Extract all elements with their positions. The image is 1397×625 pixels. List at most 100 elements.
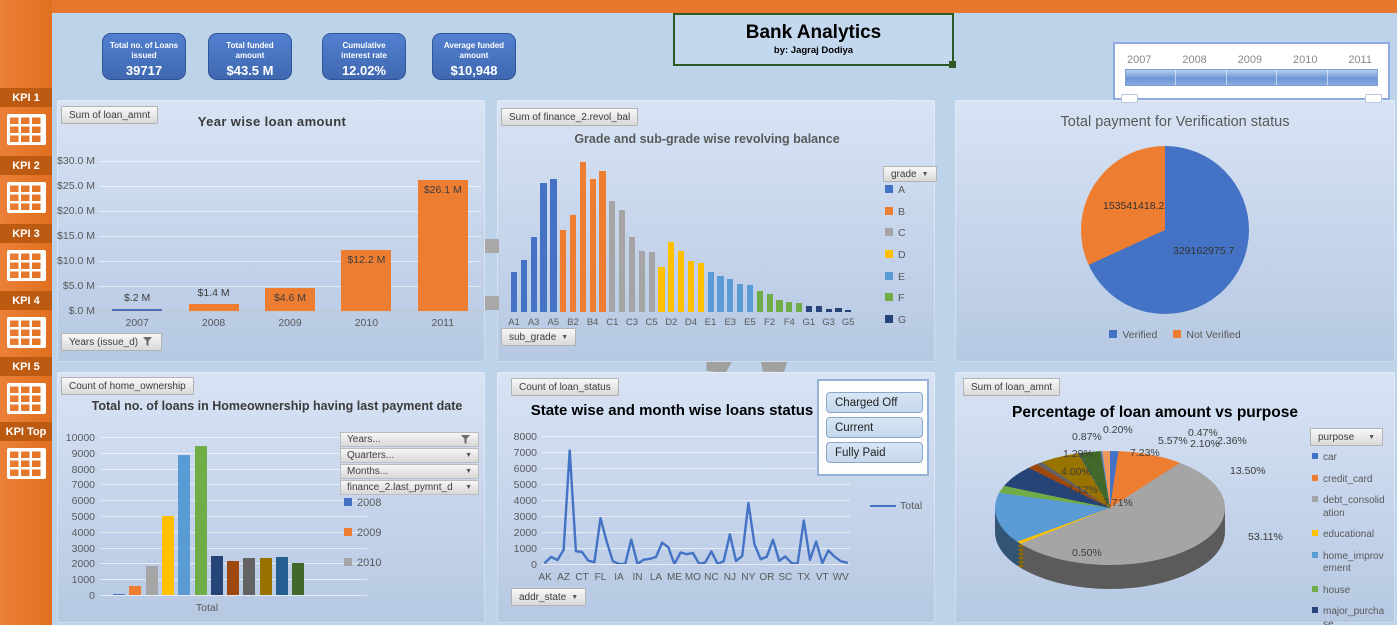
bar-A3[interactable] <box>530 237 537 312</box>
sidebar-item-kpi-5[interactable]: KPI 5 <box>0 357 52 414</box>
bar-D4[interactable] <box>687 261 695 312</box>
bar-F1[interactable] <box>756 291 763 312</box>
bar-B5[interactable] <box>599 171 606 312</box>
bar-C3[interactable] <box>628 237 636 312</box>
purpose-pie[interactable] <box>995 451 1225 565</box>
legend-item-2009[interactable]: 2009 <box>344 527 381 541</box>
sidebar-item-kpi-3[interactable]: KPI 3 <box>0 224 52 281</box>
sidebar-item-kpi-2[interactable]: KPI 2 <box>0 156 52 213</box>
timeline-segment[interactable] <box>1277 70 1328 85</box>
bar-B2[interactable] <box>569 214 577 312</box>
chart-resize-handle[interactable] <box>485 296 499 310</box>
bar-C4[interactable] <box>638 250 645 312</box>
legend-item-car[interactable]: car <box>1312 452 1388 465</box>
chart-resize-handle[interactable] <box>485 239 499 253</box>
filter-row-years-[interactable]: Years... <box>340 432 479 447</box>
legend-item-grade-D[interactable]: D <box>885 249 906 262</box>
kpi-card[interactable]: Total no. of Loans issued 39717 <box>102 33 186 80</box>
timeline-slicer[interactable]: 2007 2008 2009 2010 2011 <box>1113 42 1390 103</box>
bar-series-2[interactable] <box>145 565 158 595</box>
legend-item-home_improvement[interactable]: home_improvement <box>1312 551 1388 576</box>
timeline-year[interactable]: 2007 <box>1127 54 1152 66</box>
years-filter-button[interactable]: Years (issue_d) <box>61 333 163 351</box>
bar-C5[interactable] <box>648 252 655 312</box>
field-button[interactable]: Sum of loan_amnt <box>61 106 159 124</box>
grade-legend-button[interactable]: grade ▼ <box>883 166 937 182</box>
bar-G1[interactable] <box>805 306 813 312</box>
bar-2008[interactable] <box>188 304 239 311</box>
bar-E5[interactable] <box>746 285 754 312</box>
bar-series-6[interactable] <box>210 556 223 595</box>
legend-item-not-verified[interactable]: Not Verified <box>1173 329 1241 342</box>
timeline-year[interactable]: 2010 <box>1292 54 1318 66</box>
bar-F2[interactable] <box>766 294 773 312</box>
timeline-year[interactable]: 2011 <box>1348 54 1372 66</box>
bar-G2[interactable] <box>815 306 822 312</box>
legend-item-grade-E[interactable]: E <box>885 271 906 284</box>
bar-2011[interactable] <box>417 180 468 311</box>
legend-item-credit_card[interactable]: credit_card <box>1312 474 1388 487</box>
timeline-segment[interactable] <box>1126 70 1177 85</box>
sidebar-item-kpi-1[interactable]: KPI 1 <box>0 88 52 145</box>
field-button[interactable]: Count of home_ownership <box>61 377 194 395</box>
bar-D2[interactable] <box>668 241 675 312</box>
cell-fill-handle[interactable] <box>949 61 956 68</box>
bar-F4[interactable] <box>786 301 793 312</box>
bar-E4[interactable] <box>737 283 744 312</box>
verification-pie[interactable] <box>1081 146 1249 314</box>
bar-series-1[interactable] <box>129 586 142 595</box>
subgrade-axis-button[interactable]: sub_grade ▼ <box>501 328 577 346</box>
bar-series-10[interactable] <box>276 557 288 595</box>
bar-E3[interactable] <box>727 279 734 312</box>
bar-2009[interactable] <box>265 288 315 311</box>
bar-A2[interactable] <box>520 259 528 312</box>
timeline-range-bar[interactable] <box>1125 69 1378 86</box>
legend-item-educational[interactable]: educational <box>1312 529 1388 542</box>
bar-E1[interactable] <box>707 271 714 312</box>
bar-B1[interactable] <box>560 229 567 312</box>
bar-2007[interactable] <box>112 309 163 311</box>
slicer-button-current[interactable]: Current <box>826 417 923 438</box>
legend-item-major_purchase[interactable]: major_purchase <box>1312 606 1388 625</box>
timeline-segment[interactable] <box>1227 70 1278 85</box>
field-button[interactable]: Sum of finance_2.revol_bal <box>501 108 639 126</box>
bar-series-9[interactable] <box>259 557 272 595</box>
legend-item-debt_consolidation[interactable]: debt_consolidation <box>1312 495 1388 520</box>
bar-series-8[interactable] <box>243 558 256 595</box>
bar-B4[interactable] <box>589 178 596 312</box>
bar-D1[interactable] <box>658 267 665 312</box>
field-button[interactable]: Count of loan_status <box>511 378 619 396</box>
bar-G3[interactable] <box>825 309 832 312</box>
bar-2010[interactable] <box>341 250 392 311</box>
bar-D3[interactable] <box>678 250 685 312</box>
kpi-card[interactable]: Total funded amount $43.5 M <box>208 33 292 80</box>
bar-B3[interactable] <box>579 162 586 312</box>
legend-item-2010[interactable]: 2010 <box>344 557 381 571</box>
filter-row-finance-2-last-pymnt-d[interactable]: finance_2.last_pymnt_d ▼ <box>340 480 479 495</box>
legend-item-verified[interactable]: Verified <box>1109 329 1157 342</box>
bar-A5[interactable] <box>550 178 557 312</box>
legend-item-grade-A[interactable]: A <box>885 184 906 197</box>
bar-C1[interactable] <box>609 201 616 312</box>
purpose-legend-button[interactable]: purpose ▼ <box>1310 428 1383 446</box>
timeline-year[interactable]: 2009 <box>1237 54 1263 66</box>
bar-series-4[interactable] <box>178 454 191 595</box>
bar-series-3[interactable] <box>161 515 174 595</box>
kpi-card[interactable]: Average funded amount $10,948 <box>432 33 516 80</box>
state-axis-button[interactable]: addr_state ▼ <box>511 588 587 606</box>
slicer-button-fully-paid[interactable]: Fully Paid <box>826 442 923 463</box>
bar-D5[interactable] <box>697 262 704 312</box>
timeline-left-handle[interactable] <box>1121 94 1138 103</box>
filter-row-months-[interactable]: Months... ▼ <box>340 464 479 479</box>
legend-item-grade-C[interactable]: C <box>885 227 906 240</box>
kpi-card[interactable]: Cumulative interest rate 12.02% <box>322 33 406 80</box>
timeline-right-handle[interactable] <box>1365 94 1382 103</box>
bar-series-7[interactable] <box>227 560 240 595</box>
sidebar-item-kpi-top[interactable]: KPI Top <box>0 422 52 479</box>
bar-G5[interactable] <box>845 310 852 312</box>
legend-item-grade-B[interactable]: B <box>885 206 906 219</box>
field-button[interactable]: Sum of loan_amnt <box>963 378 1061 396</box>
legend-item-2008[interactable]: 2008 <box>344 497 381 511</box>
bar-A1[interactable] <box>511 271 518 312</box>
timeline-segment[interactable] <box>1176 70 1227 85</box>
